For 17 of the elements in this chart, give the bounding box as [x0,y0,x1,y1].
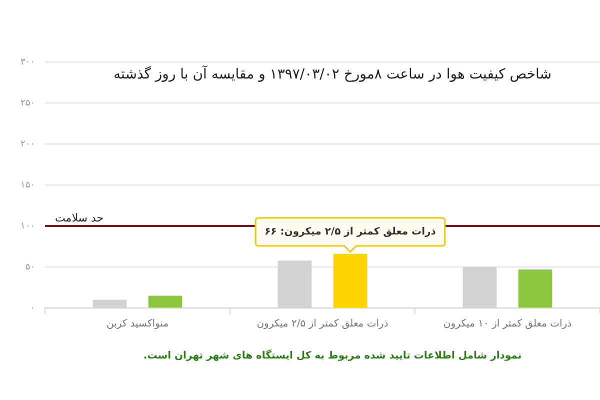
y-tick-label: ۵۰ [25,262,35,272]
bar [333,254,368,308]
chart-title: شاخص کیفیت هوا در ساعت ۸مورخ ۱۳۹۷/۰۳/۰۲ و مقایسه آن با روز گذشته [114,64,552,83]
bar [518,269,552,308]
x-tick-label: ذرات معلق کمتر از ۱۰ میکرون [443,318,572,330]
y-tick-label: ۱۵۰ [20,180,35,190]
x-tick-label: منواکسید کربن [106,318,169,330]
x-tick-label: ذرات معلق کمتر از ۲/۵ میکرون [256,318,388,330]
y-tick-label: ۲۰۰ [20,139,35,150]
y-tick-label: ۳۰۰ [20,57,35,68]
y-tick-label: ۱۰۰ [20,221,35,232]
ref-line-label: حد سلامت [55,211,104,224]
y-tick-label: ۰ [30,303,35,314]
data-label: ذرات معلق کمتر از ۲/۵ میکرون: ۶۶ [264,226,436,238]
text: نمودار شامل اطلاعات تایید شده مربوط به کل ایستگاه های شهر تهران است. [143,348,522,362]
y-tick-label: ۲۵۰ [20,98,35,108]
bar [148,296,182,308]
